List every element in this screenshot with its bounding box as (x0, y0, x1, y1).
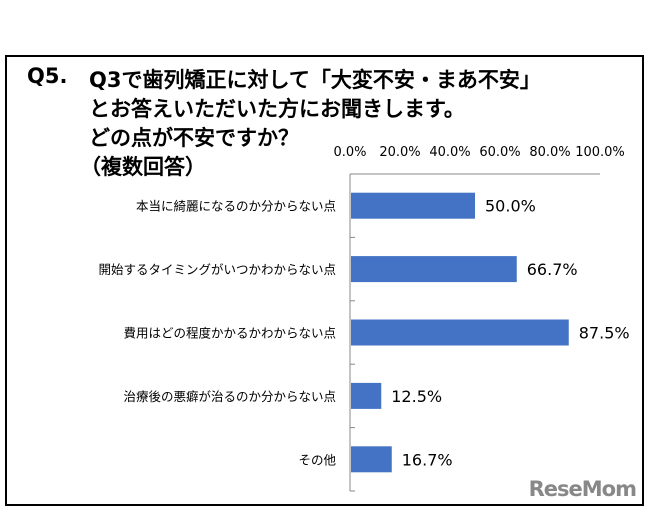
x-tick-label: 0.0% (333, 145, 366, 160)
bar (351, 192, 475, 219)
bar (351, 256, 517, 283)
bar (351, 382, 382, 409)
x-tick-label: 20.0% (379, 145, 420, 160)
title-line-4: （複数回答） (80, 155, 206, 179)
x-tick-label: 100.0% (575, 145, 625, 160)
title-line-1: Q3で歯列矯正に対して「大変不安・まあ不安」 (89, 68, 541, 92)
chart-frame (5, 55, 644, 506)
data-label: 16.7% (402, 450, 453, 469)
x-tick-label: 60.0% (479, 145, 520, 160)
title-line-3: どの点が不安ですか？ (89, 126, 299, 150)
bar (351, 446, 392, 473)
title-line-2: とお答えいただいた方にお聞きします。 (89, 97, 465, 121)
data-label: 66.7% (527, 260, 578, 279)
data-label: 12.5% (391, 387, 442, 406)
data-label: 50.0% (485, 197, 536, 216)
data-label: 87.5% (579, 324, 630, 343)
category-label: 治療後の悪癖が治るのか分からない点 (123, 389, 336, 404)
category-label: 開始するタイミングがいつかわからない点 (98, 262, 336, 277)
x-tick-label: 40.0% (429, 145, 470, 160)
x-tick-label: 80.0% (529, 145, 570, 160)
resemom-logo: ReseMom (528, 477, 637, 501)
category-label: 本当に綺麗になるのか分からない点 (136, 199, 336, 214)
question-number: Q5. (27, 64, 68, 88)
bar (351, 319, 569, 346)
category-label: その他 (298, 452, 336, 467)
category-label: 費用はどの程度かかるかわからない点 (123, 326, 336, 341)
